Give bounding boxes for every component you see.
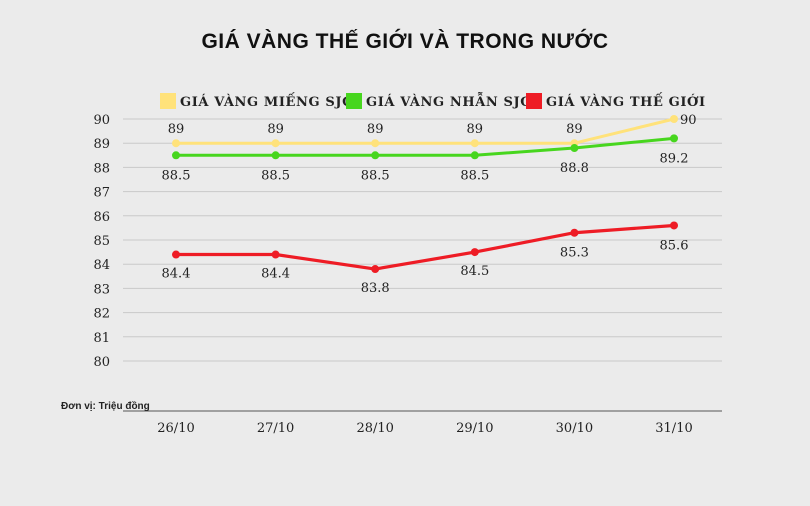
x-tick-label: 26/10 — [157, 421, 194, 436]
data-label: 90 — [680, 113, 697, 128]
data-point — [371, 139, 380, 148]
legend-swatch — [346, 93, 362, 109]
data-label: 89 — [367, 122, 384, 137]
legend-label: GIÁ VÀNG MIẾNG SJC — [180, 92, 353, 110]
legend-swatch — [526, 93, 542, 109]
data-point — [271, 151, 280, 160]
data-point — [371, 151, 380, 160]
data-label: 89 — [467, 122, 484, 137]
data-point — [172, 250, 180, 259]
data-label: 84.4 — [261, 267, 290, 282]
chart-title: GIÁ VÀNG THẾ GIỚI VÀ TRONG NƯỚC — [201, 30, 609, 53]
data-point — [371, 265, 380, 274]
y-tick-label: 84 — [93, 258, 110, 273]
y-tick-label: 82 — [93, 307, 110, 322]
data-label: 84.5 — [460, 264, 489, 279]
data-label: 88.5 — [361, 168, 390, 183]
data-point — [470, 248, 479, 257]
data-point — [570, 144, 579, 153]
y-tick-label: 81 — [93, 331, 110, 346]
x-tick-label: 27/10 — [257, 421, 294, 436]
legend-label: GIÁ VÀNG NHẪN SJC — [366, 92, 531, 110]
legend-swatch — [160, 93, 176, 109]
series-line — [176, 136, 675, 157]
data-point — [570, 228, 579, 237]
x-tick-label: 31/10 — [655, 421, 692, 436]
data-point — [172, 139, 180, 148]
data-label: 89 — [566, 122, 583, 137]
data-point — [172, 151, 180, 160]
unit-note: Đơn vị: Triệu đồng — [61, 401, 150, 412]
series-line — [176, 117, 675, 145]
data-label: 89 — [168, 122, 185, 137]
x-tick-label: 29/10 — [456, 421, 493, 436]
data-label: 83.8 — [361, 281, 390, 296]
x-tick-label: 30/10 — [556, 421, 593, 436]
legend-label: GIÁ VÀNG THẾ GIỚI — [546, 92, 706, 110]
data-label: 88.5 — [261, 168, 290, 183]
data-point — [470, 151, 479, 160]
data-label: 88.8 — [560, 161, 589, 176]
x-tick-label: 28/10 — [356, 421, 393, 436]
data-point — [670, 134, 678, 143]
data-label: 88.5 — [460, 168, 489, 183]
y-tick-label: 87 — [93, 186, 110, 201]
data-label: 85.3 — [560, 246, 589, 261]
y-tick-label: 89 — [93, 137, 110, 152]
y-tick-label: 86 — [93, 210, 110, 225]
data-point — [670, 221, 678, 230]
y-tick-label: 85 — [93, 234, 110, 249]
y-tick-label: 83 — [93, 282, 110, 297]
y-tick-label: 88 — [93, 161, 110, 176]
data-point — [271, 139, 280, 148]
y-tick-label: 80 — [93, 355, 110, 370]
data-label: 88.5 — [162, 168, 191, 183]
data-label: 84.4 — [162, 267, 191, 282]
data-point — [670, 115, 678, 123]
data-point — [470, 139, 479, 148]
data-point — [271, 250, 280, 259]
series-line — [176, 223, 675, 271]
data-label: 89.2 — [660, 151, 689, 166]
y-tick-label: 90 — [93, 113, 110, 128]
data-label: 89 — [267, 122, 284, 137]
data-label: 85.6 — [660, 238, 689, 253]
